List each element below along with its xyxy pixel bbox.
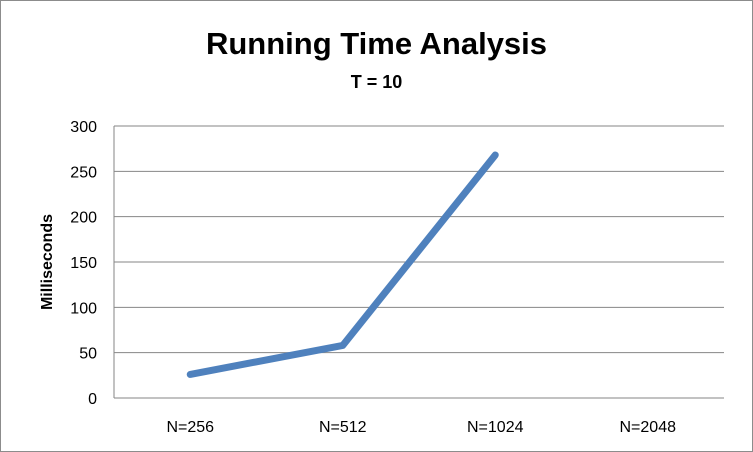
- chart-title: Running Time Analysis: [205, 26, 548, 61]
- gridlines: [114, 125, 724, 399]
- x-tick-label: N=2048: [620, 419, 677, 436]
- chart-subtitle: T = 10: [350, 72, 403, 92]
- y-tick-labels: 0 50 100 150 200 250 300: [70, 119, 97, 408]
- y-axis-label: Milliseconds: [39, 214, 56, 310]
- y-tick-label: 0: [88, 391, 97, 408]
- y-tick-label: 150: [70, 255, 97, 272]
- y-tick-label: 50: [79, 346, 97, 363]
- x-tick-label: N=256: [166, 419, 214, 436]
- series-line: [186, 151, 499, 378]
- y-tick-label: 100: [70, 300, 97, 317]
- x-tick-labels: N=256 N=512 N=1024 N=2048: [166, 419, 676, 436]
- x-tick-label: N=512: [319, 419, 367, 436]
- y-tick-label: 250: [70, 164, 97, 181]
- x-tick-label: N=1024: [467, 419, 524, 436]
- y-tick-label: 300: [70, 119, 97, 136]
- y-tick-label: 200: [70, 210, 97, 227]
